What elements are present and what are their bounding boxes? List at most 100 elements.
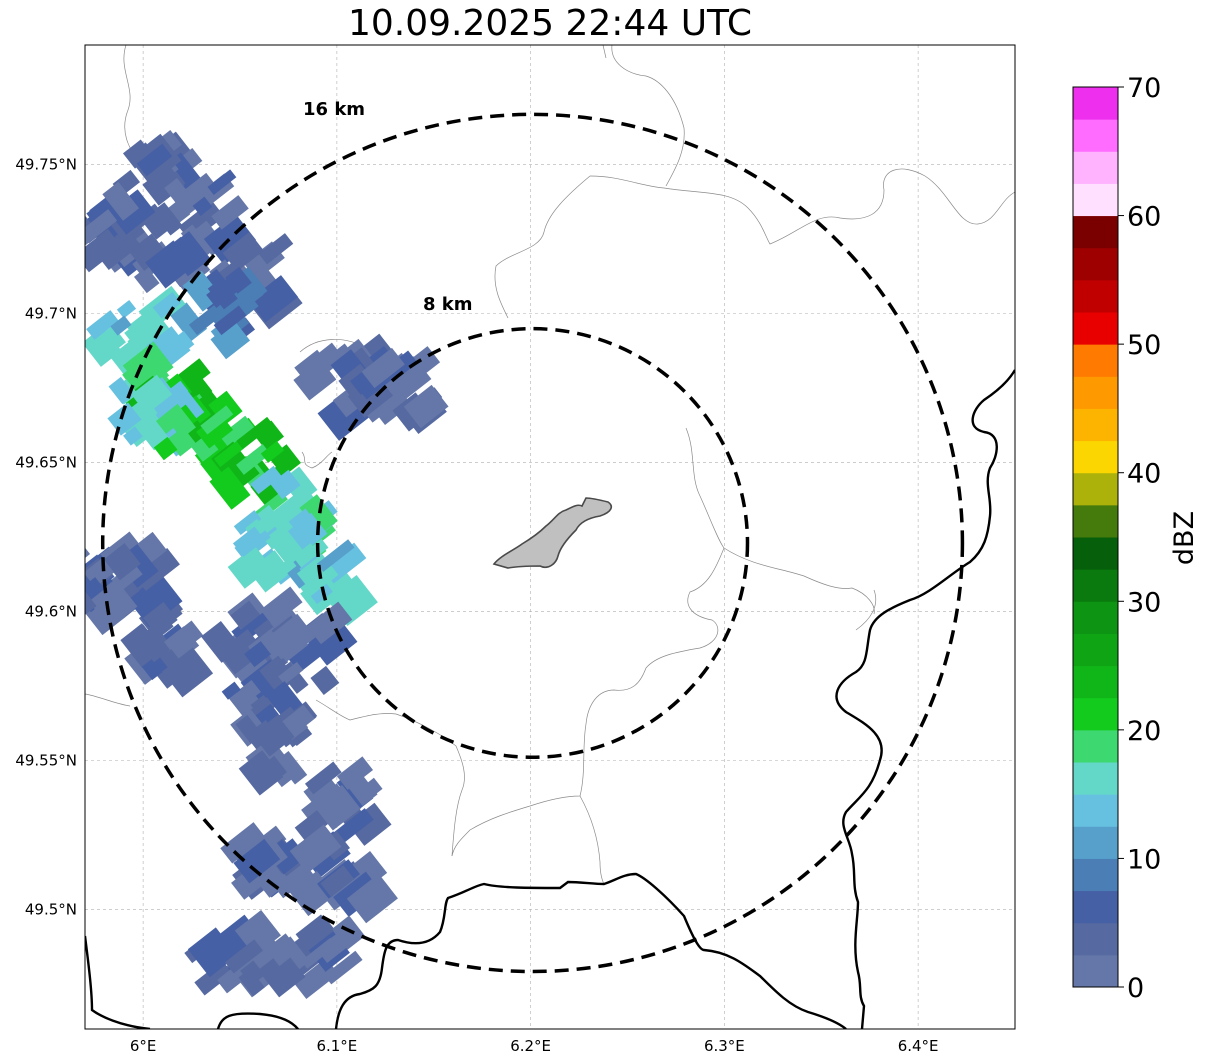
colorbar-segment (1073, 665, 1118, 699)
echo-cell (258, 755, 287, 785)
echo-cell (162, 647, 214, 698)
colorbar-tick-label: 30 (1127, 587, 1161, 618)
echo-cell (310, 538, 329, 557)
map-frame (84, 44, 1016, 1030)
echo-cell (260, 586, 303, 626)
echo-cell (164, 177, 200, 217)
echo-cell (166, 231, 211, 277)
echo-cell (248, 550, 292, 593)
echo-cell (289, 824, 342, 874)
echo-cell (265, 530, 286, 550)
echo-cell (85, 557, 115, 588)
echo-cell (244, 641, 271, 668)
echo-cell (127, 573, 183, 628)
echo-cell (187, 927, 238, 978)
colorbar: 0 10 20 30 40 50 60 70 (1072, 73, 1161, 1004)
colorbar-segment (1073, 569, 1118, 602)
echo-cell (128, 233, 167, 271)
echo-cell (333, 808, 374, 844)
echo-cell (347, 802, 392, 846)
colorbar-segment (1073, 601, 1118, 634)
echo-cell (304, 761, 342, 795)
echo-cell (259, 655, 297, 694)
colorbar-tick-label: 50 (1127, 330, 1161, 361)
echo-cell (346, 873, 398, 924)
echo-cell (85, 228, 122, 273)
lat-tick-label: 49.55°N (15, 752, 77, 770)
echo-cell (147, 609, 174, 638)
echo-cell (122, 139, 153, 169)
echo-cell (238, 750, 284, 796)
echo-cell (116, 299, 137, 319)
echo-cell (248, 275, 299, 323)
colorbar-segment (1073, 537, 1118, 570)
echo-cell (86, 325, 126, 363)
lat-tick-label: 49.5°N (25, 901, 77, 919)
echo-cell (213, 440, 244, 467)
colorbar-tick-label: 40 (1127, 459, 1161, 490)
echo-cell (233, 838, 281, 884)
lat-tick-label: 49.65°N (15, 453, 77, 471)
echo-cell (162, 380, 189, 406)
longitude-tick-labels: 6°E 6.1°E 6.2°E 6.3°E 6.4°E (130, 1037, 939, 1055)
echo-cell (257, 949, 306, 998)
echo-cell (152, 202, 183, 236)
colorbar-segment (1073, 633, 1118, 667)
colorbar-segment (1073, 794, 1118, 827)
echo-cell (85, 580, 97, 620)
colorbar-segment (1073, 504, 1118, 538)
colorbar-segment (1073, 215, 1118, 249)
echo-cell (200, 405, 234, 435)
echo-cell (348, 776, 378, 807)
echo-cell (236, 416, 274, 450)
colorbar-segment (1073, 408, 1118, 442)
colorbar-tick-label: 70 (1127, 73, 1161, 104)
colorbar-segment (1073, 151, 1118, 184)
colorbar-segment (1073, 344, 1118, 377)
echo-cell (88, 579, 138, 629)
echo-cell (324, 950, 363, 985)
echo-cell (286, 708, 309, 731)
echo-cell (222, 232, 264, 272)
echo-cell (310, 583, 333, 605)
colorbar-segment (1073, 697, 1118, 731)
latitude-tick-labels: 49.5°N 49.55°N 49.6°N 49.65°N 49.7°N 49.75°N (15, 155, 77, 918)
echo-cell (210, 320, 251, 360)
echo-cell (102, 181, 140, 221)
echo-cell (142, 164, 185, 206)
echo-cell (270, 469, 301, 500)
echo-cell (141, 654, 169, 681)
colorbar-segment (1073, 472, 1118, 506)
colorbar-frame (1072, 86, 1119, 988)
ring-label-8km: 8 km (423, 294, 473, 315)
echo-cell (194, 960, 233, 996)
echo-cell (217, 629, 265, 675)
colorbar-segment (1073, 312, 1118, 345)
echo-cell (250, 465, 282, 495)
echo-cell (153, 436, 178, 461)
echo-cell (227, 545, 272, 589)
ring-label-16km: 16 km (303, 99, 365, 120)
echo-cell (135, 626, 170, 663)
echo-cell (295, 914, 334, 951)
national-border (85, 369, 1015, 1029)
echo-cell (316, 926, 357, 963)
echo-cell (276, 557, 297, 577)
echo-cell (136, 143, 173, 177)
echo-cell (332, 389, 361, 418)
colorbar-tick-label: 60 (1127, 202, 1161, 233)
colorbar-segment (1073, 890, 1118, 924)
echo-cell (196, 413, 234, 449)
echo-cell (163, 403, 196, 439)
echo-cell (209, 466, 251, 510)
echo-cell (258, 233, 294, 265)
echo-cell (336, 756, 374, 790)
colorbar-segment (1073, 729, 1118, 763)
range-ring (100, 112, 965, 974)
echo-cell (110, 315, 132, 336)
echo-cell (211, 195, 249, 230)
echo-cell (234, 909, 281, 956)
lat-tick-label: 49.6°N (25, 603, 77, 621)
colorbar-tick-label: 0 (1127, 973, 1144, 1004)
echo-cell (288, 874, 329, 917)
